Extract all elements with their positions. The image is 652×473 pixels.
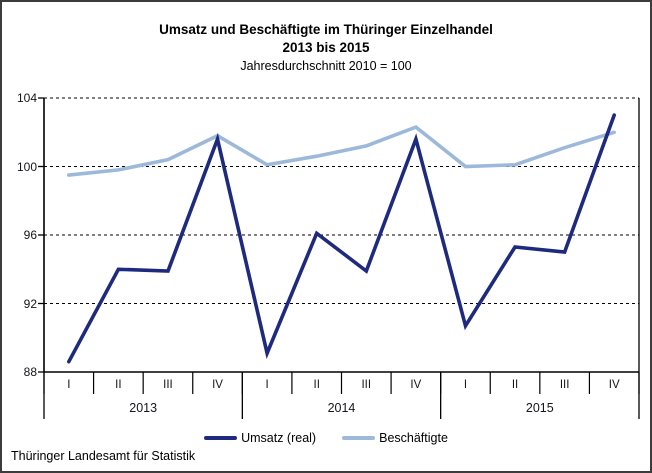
quarter-label: III [163, 379, 173, 391]
legend: Umsatz (real) Beschäftigte [2, 431, 650, 445]
beschaeftigte-line [67, 125, 617, 177]
quarter-label: III [361, 379, 372, 391]
source-note: Thüringer Landesamt für Statistik [11, 449, 196, 463]
legend-item-beschaeftigte: Beschäftigte [342, 431, 448, 445]
chart-title-line2: 2013 bis 2015 [282, 40, 370, 55]
y-axis-label: 96 [23, 228, 37, 242]
legend-label-umsatz: Umsatz (real) [241, 431, 317, 445]
quarter-label: IV [608, 379, 620, 391]
quarter-label: III [559, 379, 570, 391]
quarter-label: II [511, 379, 519, 391]
y-axis-label: 92 [23, 296, 37, 311]
year-label: 2014 [327, 401, 356, 415]
quarter-label: IV [212, 379, 223, 391]
quarter-label: I [265, 379, 269, 391]
year-label: 2015 [525, 401, 554, 415]
legend-item-umsatz: Umsatz (real) [204, 431, 316, 445]
umsatz-line-swatch [204, 436, 238, 440]
quarter-label: IV [410, 379, 422, 391]
title-block: Umsatz und Beschäftigte im Thüringer Ein… [2, 21, 650, 75]
y-axis-label: 100 [16, 159, 37, 174]
beschaeftigte-line-swatch [342, 436, 376, 440]
quarter-label: II [115, 379, 122, 391]
quarter-label: I [67, 379, 71, 391]
y-axis-label: 88 [23, 365, 37, 379]
y-axis-label: 104 [16, 91, 37, 105]
chart-title-line1: Umsatz und Beschäftigte im Thüringer Ein… [159, 22, 493, 37]
legend-label-beschaeftigte: Beschäftigte [379, 431, 448, 445]
umsatz-line [67, 113, 617, 364]
chart-subtitle: Jahresdurchschnitt 2010 = 100 [240, 59, 412, 73]
year-label: 2013 [129, 401, 158, 415]
quarter-label: II [313, 379, 320, 391]
quarter-label: I [463, 379, 468, 391]
